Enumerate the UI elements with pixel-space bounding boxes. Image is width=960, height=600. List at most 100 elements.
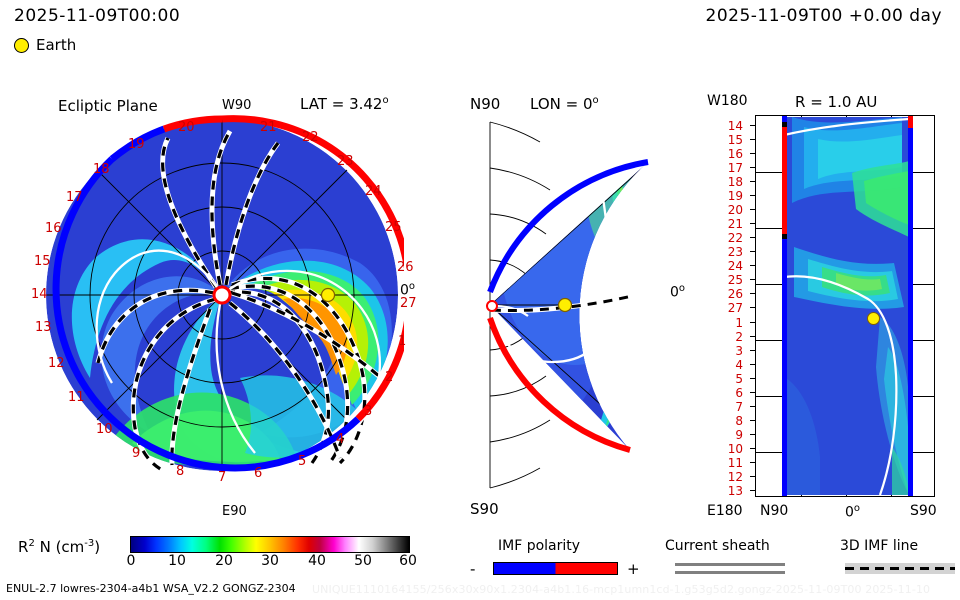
map-ylabel-21: 21 [727,217,743,231]
map-ylabel-8: 8 [735,414,743,428]
map-zero-text: 0 [845,504,854,521]
ecliptic-rim-label-26: 26 [397,260,414,275]
colorbar-label-exponent: 2 [28,538,35,549]
ecliptic-rim-label-20: 20 [178,120,195,135]
colorbar-tick-10: 10 [168,553,186,569]
map-left-polarity-boundary [782,122,787,127]
imf-positive-symbol: + [627,560,640,578]
ecliptic-rim-label-15: 15 [34,254,51,269]
map-ylabel-10: 10 [727,442,743,456]
meridional-zero-degree-symbol: o [678,283,686,294]
ecliptic-rim-label-17: 17 [66,190,83,205]
map-right-polarity-positive [908,116,913,128]
map-right-polarity-bar [908,116,913,496]
imf-3d-swatch [845,563,955,574]
ecliptic-rim-label-13: 13 [35,320,52,335]
ecliptic-rim-label-19: 19 [128,137,145,152]
ecliptic-zero-degree-label: 0o [400,281,415,299]
map-panel-title: R = 1.0 AU [795,93,878,111]
current-sheath-line [675,563,785,566]
ecliptic-rim-label-25: 25 [385,220,402,235]
timestamp-left: 2025-11-09T00:00 [14,6,181,26]
credit-model-info: ENUL-2.7 lowres-2304-a4b1 WSA_V2.2 GONGZ… [6,582,296,595]
colorbar-tick-60: 60 [399,553,417,569]
colorbar-label-rest: N (cm [34,538,85,556]
ecliptic-rim-label-8: 8 [176,464,185,479]
current-sheath-legend-title: Current sheath [665,538,770,554]
colorbar-tick-50: 50 [354,553,372,569]
ecliptic-panel-title: Ecliptic Plane [58,97,158,115]
ecliptic-w90-label: W90 [222,98,252,113]
map-ylabel-24: 24 [727,259,743,273]
map-ylabel-20: 20 [727,203,743,217]
map-ylabel-1: 1 [735,316,743,330]
map-ylabel-3: 3 [735,344,743,358]
map-ylabel-25: 25 [727,273,743,287]
earth-legend-label: Earth [36,36,77,54]
imf-polarity-swatch [493,562,618,575]
map-ylabel-6: 6 [735,386,743,400]
map-w180-label: W180 [707,93,748,109]
sun-marker-meridional-icon [486,300,498,312]
map-ylabel-23: 23 [727,245,743,259]
sun-marker-icon [212,285,232,305]
earth-marker-map-icon [867,312,880,325]
earth-marker-icon [14,37,29,53]
map-ylabel-2: 2 [735,330,743,344]
ecliptic-rim-label-21: 21 [260,120,277,135]
colorbar-label-unit-exponent: -3 [84,538,95,549]
imf-3d-dashed-line [845,567,955,570]
map-ylabel-16: 16 [727,147,743,161]
ecliptic-disk: 14 15 16 17 18 19 20 21 22 23 24 25 26 2… [31,113,417,484]
meridional-longitude-text: LON = 0 [530,95,593,113]
ecliptic-rim-label-7: 7 [218,470,227,485]
credit-watermark: UNIQUE1110164155/256x30x90x1.2304-a4b1.1… [312,583,931,596]
legend-row: IMF polarity - + Current sheath 3D IMF l… [460,538,960,583]
ecliptic-latitude-label: LAT = 3.42o [300,95,389,113]
map-ylabel-15: 15 [727,133,743,147]
ecliptic-rim-label-3: 3 [364,404,373,419]
earth-legend: Earth [14,36,76,54]
map-ylabel-9: 9 [735,428,743,442]
map-s90-label: S90 [910,503,937,519]
map-ylabel-14: 14 [727,119,743,133]
map-ylabel-7: 7 [735,400,743,414]
ecliptic-rim-label-10: 10 [96,422,113,437]
map-ylabel-17: 17 [727,161,743,175]
ecliptic-rim-label-24: 24 [365,184,382,199]
map-ylabel-5: 5 [735,372,743,386]
map-ylabel-18: 18 [727,175,743,189]
ecliptic-rim-label-9: 9 [132,446,141,461]
map-current-sheath [784,117,909,495]
colorbar-label: R2 N (cm-3) [18,538,100,556]
ecliptic-rim-label-27: 27 [400,296,417,311]
meridional-longitude-degree-symbol: o [592,95,599,106]
current-sheath-swatch [675,562,785,575]
map-ylabel-11: 11 [727,456,743,470]
ecliptic-rim-label-14: 14 [31,287,48,302]
ecliptic-zero-degree-symbol: o [408,281,416,292]
ecliptic-rim-label-12: 12 [48,356,65,371]
panel-meridional: N90 S90 LON = 0o 0o [455,85,700,525]
map-left-polarity-positive [782,126,787,236]
ecliptic-rim-label-23: 23 [337,154,354,169]
earth-marker-ecliptic-icon [320,287,336,303]
map-n90-label: N90 [760,503,789,519]
map-zero-degree-label: 0o [845,503,860,521]
ecliptic-rim-label-4: 4 [336,432,345,447]
ecliptic-rim-label-18: 18 [93,162,110,177]
meridional-polarity-boundary [487,159,649,453]
map-ylabel-4: 4 [735,358,743,372]
colorbar-label-r: R [18,538,29,556]
imf-polarity-legend-title: IMF polarity [498,538,581,554]
ecliptic-zero-text: 0 [400,282,409,299]
current-sheath-line [675,571,785,574]
meridional-wedge-svg [486,121,649,489]
ecliptic-rim-label-16: 16 [45,221,62,236]
ecliptic-rim-label-1: 1 [398,334,407,349]
colorbar-tick-20: 20 [215,553,233,569]
imf-3d-legend-title: 3D IMF line [840,538,919,554]
ecliptic-rim-label-6: 6 [254,466,263,481]
ecliptic-rim-label-2: 2 [385,370,394,385]
ecliptic-latitude-degree-symbol: o [382,95,389,106]
